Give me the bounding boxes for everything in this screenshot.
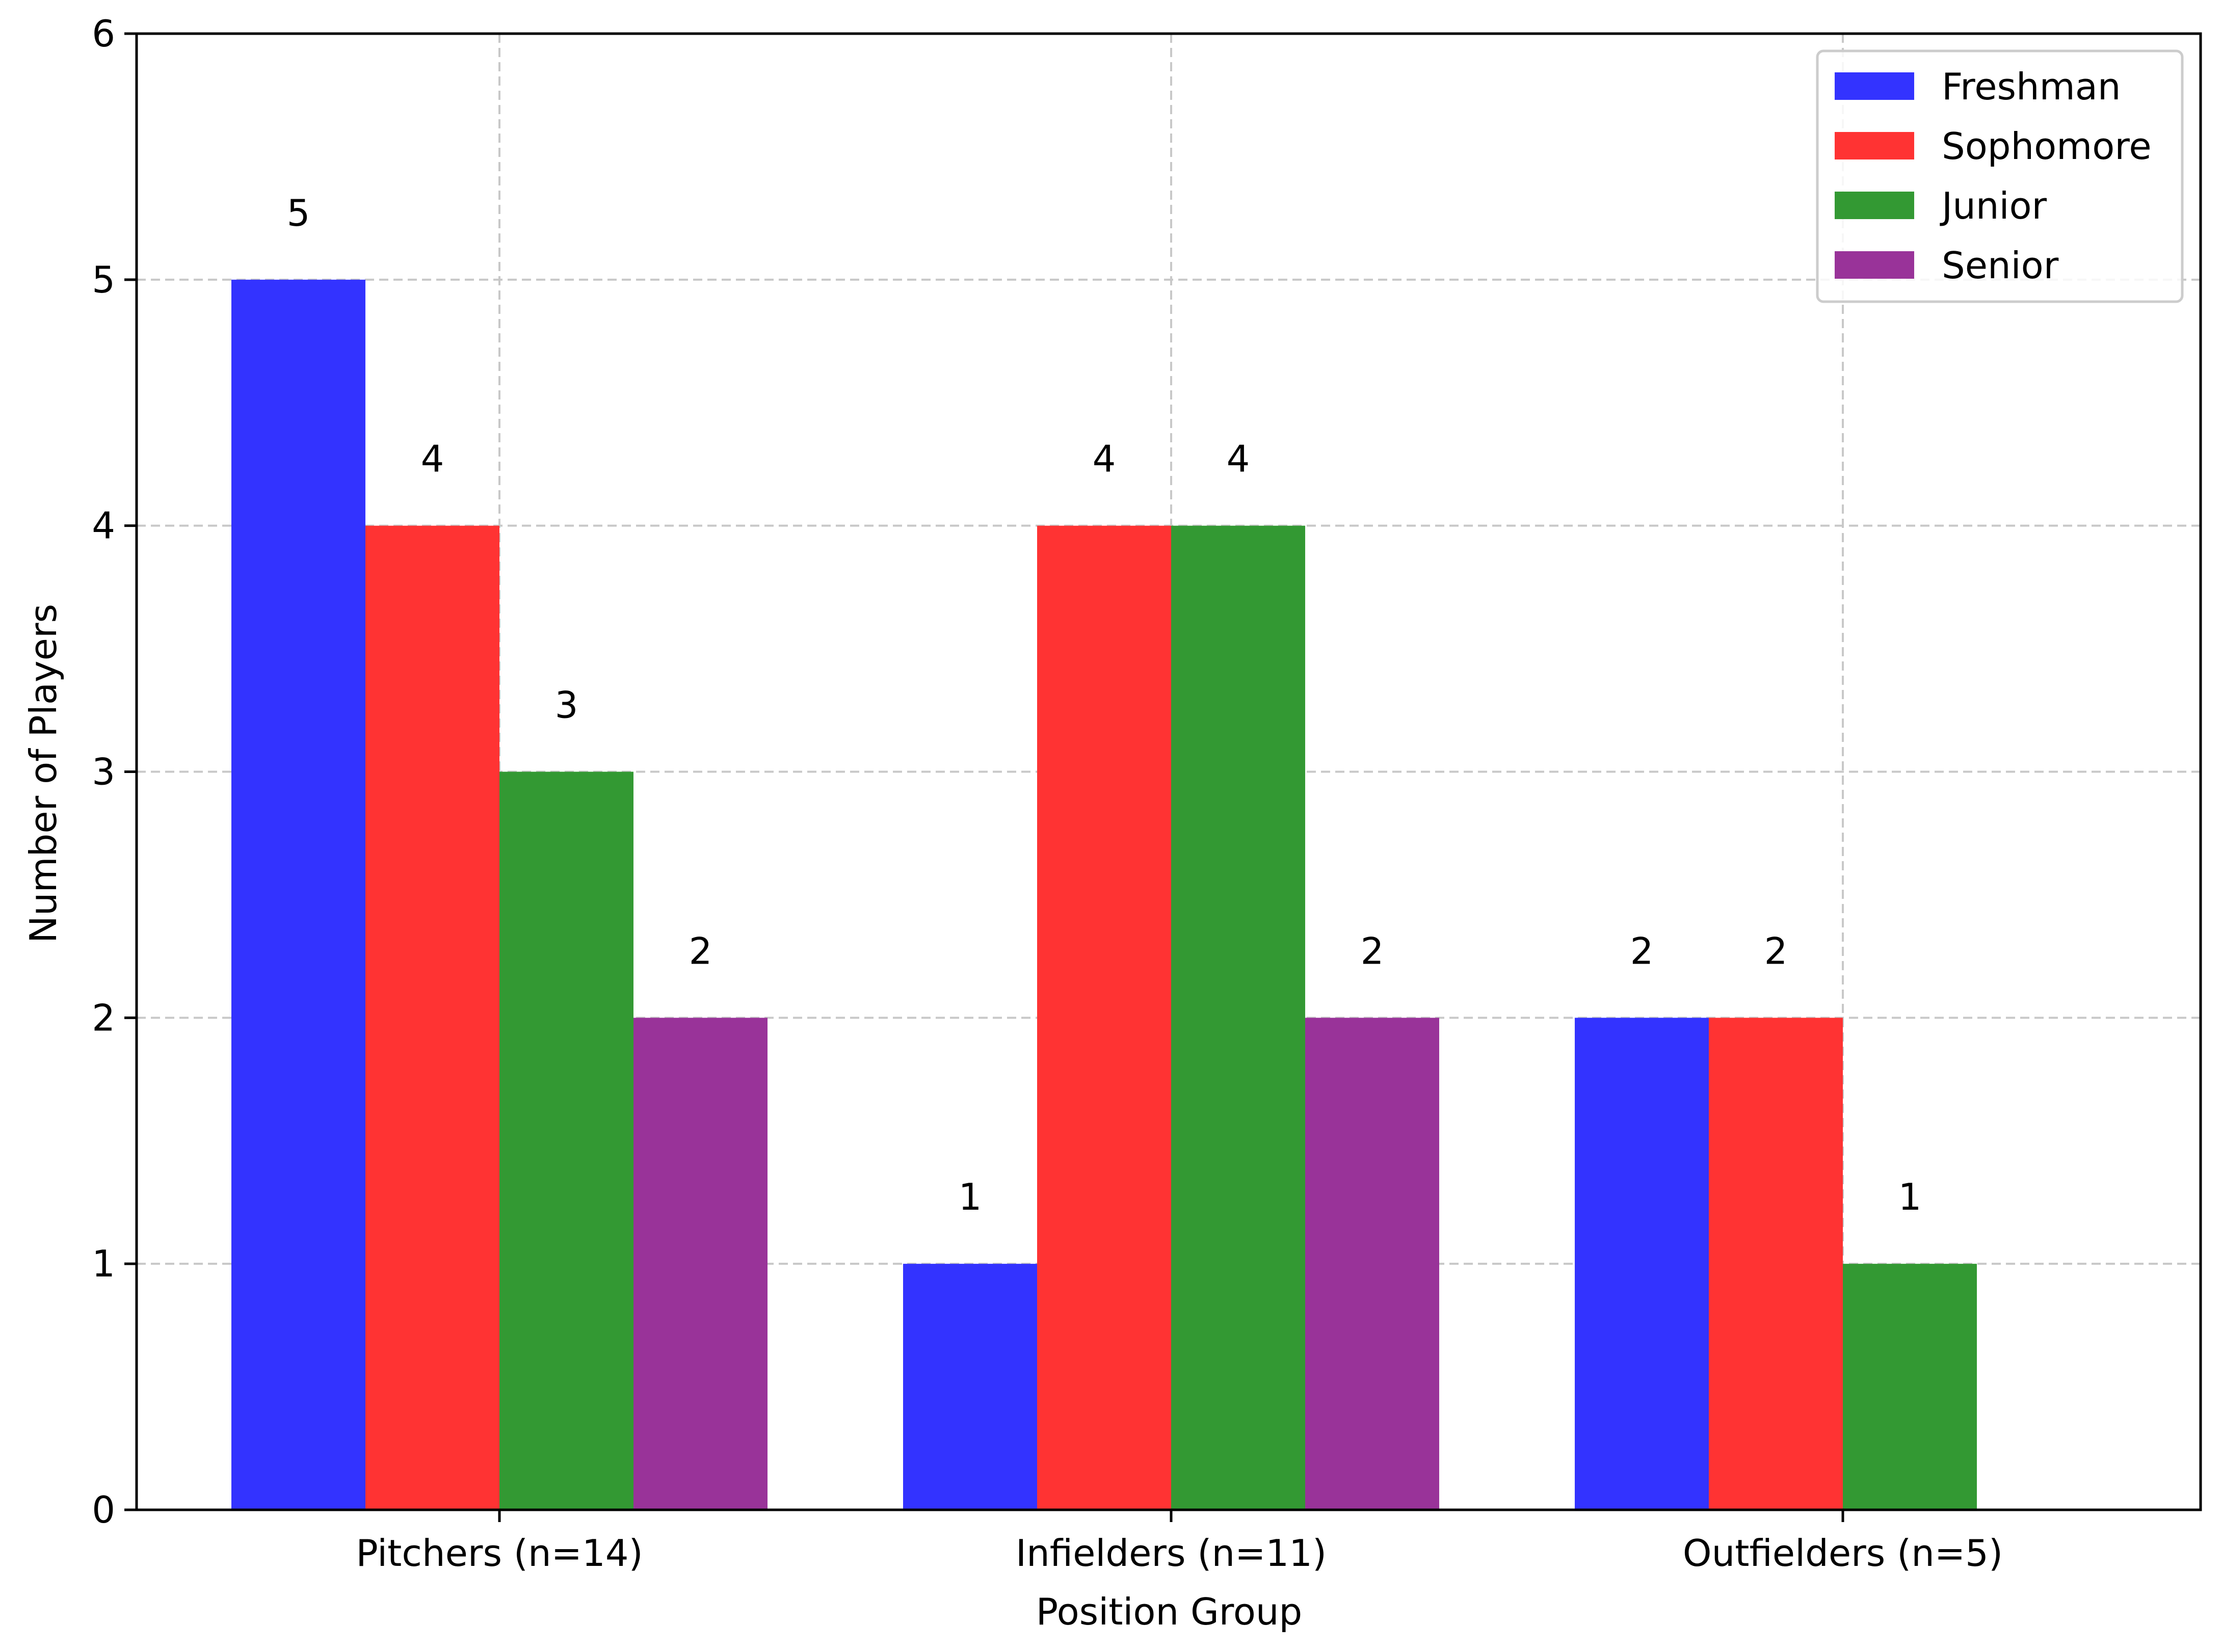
legend-swatch-junior xyxy=(1835,192,1914,219)
data-label: 5 xyxy=(287,192,310,234)
x-tick-label: Outfielders (n=5) xyxy=(1683,1532,2003,1575)
bar-junior-2 xyxy=(1171,525,1305,1510)
y-tick-label: 2 xyxy=(92,996,115,1039)
data-label: 1 xyxy=(1898,1176,1922,1218)
data-label: 2 xyxy=(689,929,712,972)
data-label: 3 xyxy=(555,684,578,727)
legend-label-senior: Senior xyxy=(1942,244,2059,287)
bar-freshman-1 xyxy=(231,279,365,1510)
y-tick-label: 5 xyxy=(92,258,115,301)
bar-freshman-2 xyxy=(903,1264,1037,1510)
y-axis-title: Number of Players xyxy=(22,604,65,943)
y-tick-label: 0 xyxy=(92,1488,115,1531)
x-axis-title: Position Group xyxy=(1036,1590,1302,1633)
bar-sophomore-3 xyxy=(1709,1018,1843,1510)
data-label: 2 xyxy=(1630,929,1654,972)
bar-junior-3 xyxy=(1843,1264,1977,1510)
legend-label-freshman: Freshman xyxy=(1942,65,2121,108)
bar-junior-1 xyxy=(499,771,633,1510)
axes: 0 1 2 3 4 5 6 Pitchers (n=14) Infielders (n=11) O… xyxy=(92,12,2202,1575)
legend-label-sophomore: Sophomore xyxy=(1942,125,2152,168)
bars xyxy=(231,279,1977,1510)
y-tick-label: 1 xyxy=(92,1242,115,1285)
legend-swatch-freshman xyxy=(1835,72,1914,100)
y-tick-label: 4 xyxy=(92,504,115,547)
data-label: 1 xyxy=(959,1176,982,1218)
legend: Freshman Sophomore Junior Senior xyxy=(1816,49,2184,303)
legend-box xyxy=(1816,49,2184,303)
data-label: 4 xyxy=(421,438,444,481)
data-label: 4 xyxy=(1227,438,1250,481)
y-tick-label: 6 xyxy=(92,12,115,55)
data-label: 2 xyxy=(1361,929,1384,972)
legend-label-junior: Junior xyxy=(1940,184,2047,227)
x-tick-label: Infielders (n=11) xyxy=(1016,1532,1327,1575)
legend-swatch-senior xyxy=(1835,251,1914,279)
bar-sophomore-2 xyxy=(1037,525,1171,1510)
bar-senior-2 xyxy=(1305,1018,1439,1510)
legend-swatch-sophomore xyxy=(1835,132,1914,159)
bar-freshman-3 xyxy=(1575,1018,1709,1510)
data-label: 4 xyxy=(1093,438,1116,481)
bar-senior-1 xyxy=(633,1018,768,1510)
data-labels: 5 1 2 4 4 2 3 4 1 2 2 xyxy=(287,192,1922,1218)
x-tick-label: Pitchers (n=14) xyxy=(356,1532,643,1575)
y-tick-label: 3 xyxy=(92,751,115,793)
bar-sophomore-1 xyxy=(365,525,499,1510)
data-label: 2 xyxy=(1764,929,1788,972)
